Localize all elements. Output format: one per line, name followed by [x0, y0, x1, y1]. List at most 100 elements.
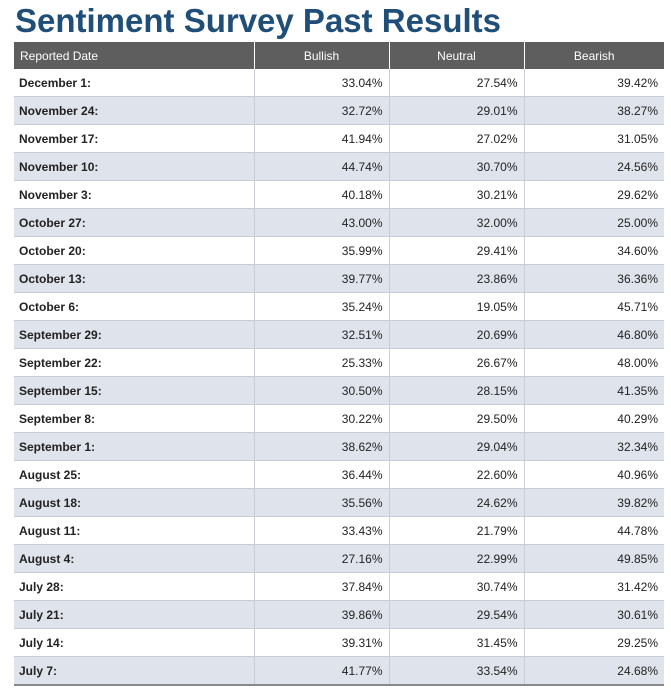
table-row: November 10: 44.74% 30.70% 24.56%	[14, 152, 664, 181]
table-row: July 28: 37.84% 30.74% 31.42%	[14, 572, 664, 601]
bearish-cell: 39.42%	[524, 69, 664, 97]
reported-date-cell: November 24:	[14, 96, 255, 125]
bullish-cell: 39.77%	[254, 264, 390, 293]
header-reported-date: Reported Date	[14, 42, 255, 69]
table-row: October 6: 35.24% 19.05% 45.71%	[14, 292, 664, 321]
bullish-cell: 37.84%	[254, 572, 390, 601]
reported-date-cell: October 6:	[14, 292, 255, 321]
bullish-cell: 41.94%	[254, 124, 390, 153]
bullish-cell: 32.51%	[254, 320, 390, 349]
neutral-cell: 24.62%	[389, 488, 525, 517]
bullish-cell: 30.22%	[254, 404, 390, 433]
bearish-cell: 41.35%	[524, 376, 664, 405]
neutral-cell: 29.41%	[389, 236, 525, 265]
bearish-cell: 48.00%	[524, 348, 664, 377]
neutral-cell: 30.70%	[389, 152, 525, 181]
reported-date-cell: November 3:	[14, 180, 255, 209]
table-row: August 18: 35.56% 24.62% 39.82%	[14, 488, 664, 517]
results-table-container: Reported Date Bullish Neutral Bearish De…	[14, 42, 664, 686]
reported-date-cell: July 7:	[14, 656, 255, 686]
bullish-cell: 39.86%	[254, 600, 390, 629]
bearish-cell: 25.00%	[524, 208, 664, 237]
table-body: December 1: 33.04% 27.54% 39.42% November 24…	[14, 69, 664, 686]
reported-date-cell: October 13:	[14, 264, 255, 293]
reported-date-cell: August 11:	[14, 516, 255, 545]
bullish-cell: 25.33%	[254, 348, 390, 377]
reported-date-cell: August 18:	[14, 488, 255, 517]
neutral-cell: 22.99%	[389, 544, 525, 573]
reported-date-cell: September 8:	[14, 404, 255, 433]
bearish-cell: 29.62%	[524, 180, 664, 209]
bearish-cell: 45.71%	[524, 292, 664, 321]
reported-date-cell: September 22:	[14, 348, 255, 377]
bearish-cell: 30.61%	[524, 600, 664, 629]
reported-date-cell: September 29:	[14, 320, 255, 349]
table-row: December 1: 33.04% 27.54% 39.42%	[14, 69, 664, 97]
bullish-cell: 36.44%	[254, 460, 390, 489]
table-row: September 1: 38.62% 29.04% 32.34%	[14, 432, 664, 461]
neutral-cell: 30.74%	[389, 572, 525, 601]
neutral-cell: 26.67%	[389, 348, 525, 377]
neutral-cell: 29.54%	[389, 600, 525, 629]
header-row: Reported Date Bullish Neutral Bearish	[14, 42, 664, 69]
bearish-cell: 40.96%	[524, 460, 664, 489]
neutral-cell: 27.02%	[389, 124, 525, 153]
page-title: Sentiment Survey Past Results	[15, 2, 502, 39]
neutral-cell: 23.86%	[389, 264, 525, 293]
reported-date-cell: July 28:	[14, 572, 255, 601]
bullish-cell: 35.56%	[254, 488, 390, 517]
bearish-cell: 34.60%	[524, 236, 664, 265]
table-row: August 4: 27.16% 22.99% 49.85%	[14, 544, 664, 573]
neutral-cell: 29.01%	[389, 96, 525, 125]
neutral-cell: 33.54%	[389, 656, 525, 686]
bullish-cell: 32.72%	[254, 96, 390, 125]
bullish-cell: 33.43%	[254, 516, 390, 545]
neutral-cell: 29.50%	[389, 404, 525, 433]
reported-date-cell: September 1:	[14, 432, 255, 461]
bearish-cell: 31.42%	[524, 572, 664, 601]
table-row: November 17: 41.94% 27.02% 31.05%	[14, 124, 664, 153]
bullish-cell: 44.74%	[254, 152, 390, 181]
reported-date-cell: October 27:	[14, 208, 255, 237]
bearish-cell: 46.80%	[524, 320, 664, 349]
reported-date-cell: November 10:	[14, 152, 255, 181]
neutral-cell: 19.05%	[389, 292, 525, 321]
table-row: August 25: 36.44% 22.60% 40.96%	[14, 460, 664, 489]
bearish-cell: 24.56%	[524, 152, 664, 181]
table-row: September 8: 30.22% 29.50% 40.29%	[14, 404, 664, 433]
reported-date-cell: September 15:	[14, 376, 255, 405]
header-neutral: Neutral	[389, 42, 525, 69]
reported-date-cell: August 4:	[14, 544, 255, 573]
header-bearish: Bearish	[524, 42, 664, 69]
table-row: July 21: 39.86% 29.54% 30.61%	[14, 600, 664, 629]
neutral-cell: 21.79%	[389, 516, 525, 545]
reported-date-cell: November 17:	[14, 124, 255, 153]
results-table: Reported Date Bullish Neutral Bearish De…	[14, 42, 664, 686]
neutral-cell: 31.45%	[389, 628, 525, 657]
table-row: October 13: 39.77% 23.86% 36.36%	[14, 264, 664, 293]
neutral-cell: 27.54%	[389, 69, 525, 97]
table-row: July 14: 39.31% 31.45% 29.25%	[14, 628, 664, 657]
bullish-cell: 27.16%	[254, 544, 390, 573]
table-row: October 27: 43.00% 32.00% 25.00%	[14, 208, 664, 237]
bullish-cell: 38.62%	[254, 432, 390, 461]
table-row: November 24: 32.72% 29.01% 38.27%	[14, 96, 664, 125]
bullish-cell: 33.04%	[254, 69, 390, 97]
neutral-cell: 32.00%	[389, 208, 525, 237]
bearish-cell: 32.34%	[524, 432, 664, 461]
bearish-cell: 29.25%	[524, 628, 664, 657]
bullish-cell: 30.50%	[254, 376, 390, 405]
table-row: September 22: 25.33% 26.67% 48.00%	[14, 348, 664, 377]
reported-date-cell: December 1:	[14, 69, 255, 97]
bullish-cell: 40.18%	[254, 180, 390, 209]
bearish-cell: 24.68%	[524, 656, 664, 686]
bullish-cell: 35.24%	[254, 292, 390, 321]
reported-date-cell: October 20:	[14, 236, 255, 265]
table-row: October 20: 35.99% 29.41% 34.60%	[14, 236, 664, 265]
neutral-cell: 20.69%	[389, 320, 525, 349]
bullish-cell: 35.99%	[254, 236, 390, 265]
bullish-cell: 39.31%	[254, 628, 390, 657]
table-row: November 3: 40.18% 30.21% 29.62%	[14, 180, 664, 209]
reported-date-cell: August 25:	[14, 460, 255, 489]
neutral-cell: 22.60%	[389, 460, 525, 489]
